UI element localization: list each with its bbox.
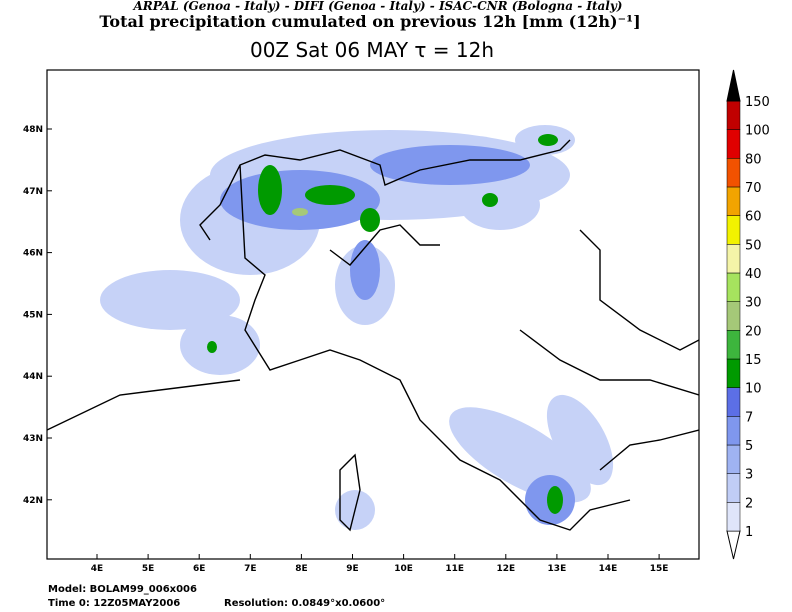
title: Total precipitation cumulated on previou…	[99, 12, 640, 31]
colorbar-box	[726, 244, 741, 274]
y-tick-label: 42N	[23, 496, 43, 506]
colorbar-label: 70	[745, 181, 762, 196]
subtitle: 00Z Sat 06 MAY τ = 12h	[250, 38, 494, 62]
y-tick-label: 44N	[23, 372, 43, 382]
colorbar-box	[726, 358, 741, 388]
colorbar-label: 80	[745, 152, 762, 167]
colorbar-label: 15	[745, 353, 762, 368]
colorbar-label: 5	[745, 439, 753, 454]
colorbar-label: 1	[745, 525, 753, 540]
colorbar-label: 3	[745, 468, 753, 483]
x-tick-label: 8E	[295, 564, 307, 574]
y-tick-label: 43N	[23, 434, 43, 444]
colorbar-label: 150	[745, 95, 770, 110]
colorbar-label: 20	[745, 324, 762, 339]
x-tick-label: 10E	[394, 564, 413, 574]
colorbar-label: 7	[745, 410, 753, 425]
colorbar-label: 40	[745, 267, 762, 282]
colorbar-box	[726, 186, 741, 216]
colorbar-box	[726, 416, 741, 446]
borders	[47, 139, 699, 532]
colorbar-box	[726, 272, 741, 302]
x-tick-label: 13E	[548, 564, 567, 574]
x-tick-label: 4E	[91, 564, 103, 574]
colorbar-box	[726, 330, 741, 360]
y-tick-label: 46N	[23, 249, 43, 259]
colorbar-label: 10	[745, 382, 762, 397]
colorbar-box	[726, 387, 741, 417]
colorbar-label: 30	[745, 296, 762, 311]
colorbar-label: 60	[745, 210, 762, 225]
colorbar-box	[726, 502, 741, 532]
resolution: Resolution: 0.0849°x0.0600°	[224, 598, 385, 609]
colorbar-high	[726, 69, 741, 102]
map	[46, 69, 700, 560]
colorbar-box	[726, 129, 741, 159]
x-tick-label: 11E	[445, 564, 464, 574]
colorbar-box	[726, 473, 741, 503]
x-tick-label: 14E	[599, 564, 618, 574]
colorbar-label: 2	[745, 496, 753, 511]
x-tick-label: 15E	[650, 564, 669, 574]
colorbar-box	[726, 444, 741, 474]
x-tick-label: 9E	[346, 564, 358, 574]
y-tick-label: 45N	[23, 310, 43, 320]
time: Time 0: 12Z05MAY2006	[48, 598, 180, 609]
colorbar-low	[726, 530, 741, 560]
colorbar-box	[726, 158, 741, 188]
y-tick-label: 48N	[23, 125, 43, 135]
model: Model: BOLAM99_006x006	[48, 584, 197, 595]
x-tick-label: 12E	[496, 564, 515, 574]
x-tick-label: 5E	[142, 564, 154, 574]
x-tick-label: 6E	[193, 564, 205, 574]
x-tick-label: 7E	[244, 564, 256, 574]
precipitation	[100, 125, 614, 530]
colorbar-label: 50	[745, 238, 762, 253]
y-tick-label: 47N	[23, 187, 43, 197]
colorbar-box	[726, 215, 741, 245]
colorbar-box	[726, 301, 741, 331]
colorbar-label: 100	[745, 124, 770, 139]
colorbar-box	[726, 100, 741, 130]
credits: ARPAL (Genoa - Italy) - DIFI (Genoa - It…	[133, 0, 623, 13]
